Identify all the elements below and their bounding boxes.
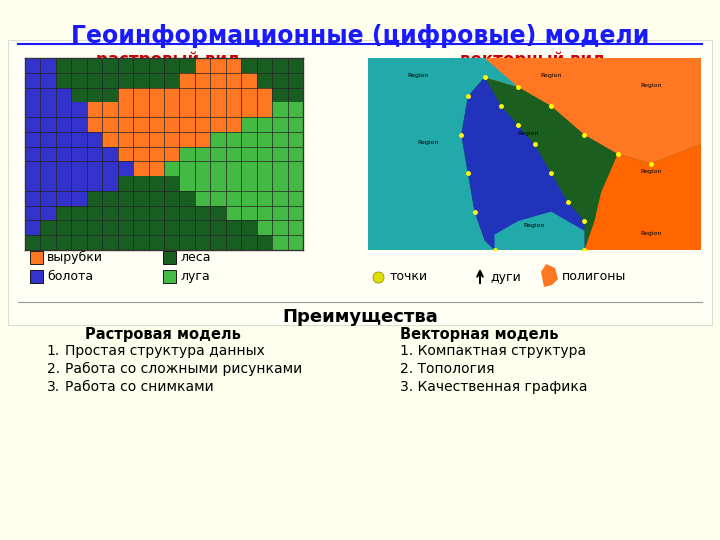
Text: Простая структура данных: Простая структура данных [65, 344, 265, 358]
Text: Region: Region [523, 223, 545, 228]
Text: Работа со снимками: Работа со снимками [65, 380, 214, 394]
Text: леса: леса [180, 251, 210, 264]
Polygon shape [541, 264, 558, 287]
Text: 3. Качественная графика: 3. Качественная графика [400, 380, 588, 394]
Text: вырубки: вырубки [47, 251, 103, 264]
Text: векторный вид: векторный вид [460, 51, 606, 69]
FancyBboxPatch shape [30, 270, 43, 283]
Text: Растровая модель: Растровая модель [85, 327, 241, 342]
Text: Region: Region [541, 73, 562, 78]
Polygon shape [368, 58, 518, 250]
Text: Геоинформационные (цифровые) модели: Геоинформационные (цифровые) модели [71, 24, 649, 48]
Text: луга: луга [180, 270, 210, 283]
Text: полигоны: полигоны [562, 271, 626, 284]
Text: дуги: дуги [490, 271, 521, 284]
Polygon shape [485, 58, 701, 164]
Text: болота: болота [47, 270, 93, 283]
Text: Преимущества: Преимущества [282, 308, 438, 326]
Text: Векторная модель: Векторная модель [400, 327, 559, 342]
Text: Работа со сложными рисунками: Работа со сложными рисунками [65, 362, 302, 376]
Text: Region: Region [408, 73, 428, 78]
Text: Region: Region [640, 169, 662, 174]
Text: растровый вид: растровый вид [96, 51, 240, 69]
Text: Region: Region [640, 231, 662, 235]
FancyBboxPatch shape [8, 40, 712, 325]
Text: Region: Region [417, 140, 438, 145]
Text: 1. Компактная структура: 1. Компактная структура [400, 344, 586, 358]
Text: 1.: 1. [47, 344, 60, 358]
Text: точки: точки [390, 271, 428, 284]
Text: 2. Топология: 2. Топология [400, 362, 495, 376]
FancyBboxPatch shape [30, 251, 43, 264]
Text: Region: Region [517, 131, 539, 136]
Polygon shape [495, 212, 585, 250]
Text: 3.: 3. [47, 380, 60, 394]
Text: 2.: 2. [47, 362, 60, 376]
Text: Region: Region [640, 83, 662, 88]
Polygon shape [462, 77, 585, 250]
FancyBboxPatch shape [163, 251, 176, 264]
FancyBboxPatch shape [163, 270, 176, 283]
Polygon shape [585, 144, 701, 250]
